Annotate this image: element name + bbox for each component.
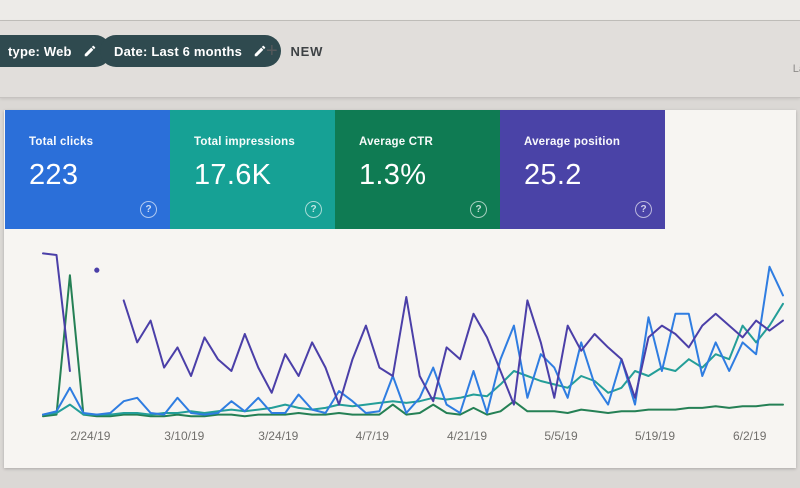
edit-pencil-icon[interactable] xyxy=(253,44,267,58)
series-line-total-clicks xyxy=(42,265,784,416)
metric-card-average-ctr[interactable]: Average CTR 1.3% ? xyxy=(335,110,500,229)
edit-pencil-icon[interactable] xyxy=(83,44,97,58)
x-axis-tick-label: 4/21/19 xyxy=(447,429,487,443)
help-icon[interactable]: ? xyxy=(470,201,487,218)
x-axis-tick-label: 5/19/19 xyxy=(635,429,675,443)
metric-card-label: Average position xyxy=(524,136,621,148)
series-line-total-impressions xyxy=(42,302,784,416)
isolated-data-point xyxy=(94,267,100,273)
metric-card-total-impressions[interactable]: Total impressions 17.6K ? xyxy=(170,110,335,229)
series-line-average-ctr xyxy=(42,274,784,418)
help-icon[interactable]: ? xyxy=(635,201,652,218)
series-line-average-position xyxy=(42,252,784,406)
metric-card-value: 17.6K xyxy=(194,159,272,191)
metric-cards-row: Total clicks 223 ? Total impressions 17.… xyxy=(5,110,665,229)
filter-chip-search-type[interactable]: type: Web xyxy=(0,35,111,67)
new-filter-button-label: NEW xyxy=(290,43,324,59)
metric-card-label: Total impressions xyxy=(194,136,295,148)
performance-chart: 2/24/19 3/10/19 3/24/19 4/7/19 4/21/19 5/5/19… xyxy=(9,248,795,453)
x-axis-tick-label: 3/10/19 xyxy=(164,429,204,443)
filter-chip-search-type-label: type: Web xyxy=(8,43,72,59)
metric-card-value: 1.3% xyxy=(359,159,427,191)
metric-card-value: 223 xyxy=(29,159,79,191)
x-axis-tick-label: 4/7/19 xyxy=(356,429,390,443)
performance-panel: Total clicks 223 ? Total impressions 17.… xyxy=(4,110,796,468)
help-icon[interactable]: ? xyxy=(140,201,157,218)
plus-icon: + xyxy=(266,40,279,62)
clipped-right-edge-text: La xyxy=(792,63,800,75)
metric-card-total-clicks[interactable]: Total clicks 223 ? xyxy=(5,110,170,229)
metric-card-label: Total clicks xyxy=(29,136,94,148)
filter-chip-date-range-label: Date: Last 6 months xyxy=(114,43,243,59)
top-strip xyxy=(0,0,800,21)
x-axis-tick-label: 5/5/19 xyxy=(544,429,578,443)
new-filter-button[interactable]: + NEW xyxy=(266,35,323,67)
metric-card-value: 25.2 xyxy=(524,159,582,191)
x-axis-tick-label: 6/2/19 xyxy=(733,429,767,443)
x-axis-tick-label: 3/24/19 xyxy=(258,429,298,443)
metric-card-average-position[interactable]: Average position 25.2 ? xyxy=(500,110,665,229)
performance-chart-svg: 2/24/19 3/10/19 3/24/19 4/7/19 4/21/19 5/5/19… xyxy=(42,252,784,443)
filter-chip-date-range[interactable]: Date: Last 6 months xyxy=(100,35,282,67)
metric-card-label: Average CTR xyxy=(359,136,433,148)
x-axis-tick-label: 2/24/19 xyxy=(70,429,110,443)
filter-bar: type: Web Date: Last 6 months + NEW La xyxy=(0,21,800,98)
help-icon[interactable]: ? xyxy=(305,201,322,218)
